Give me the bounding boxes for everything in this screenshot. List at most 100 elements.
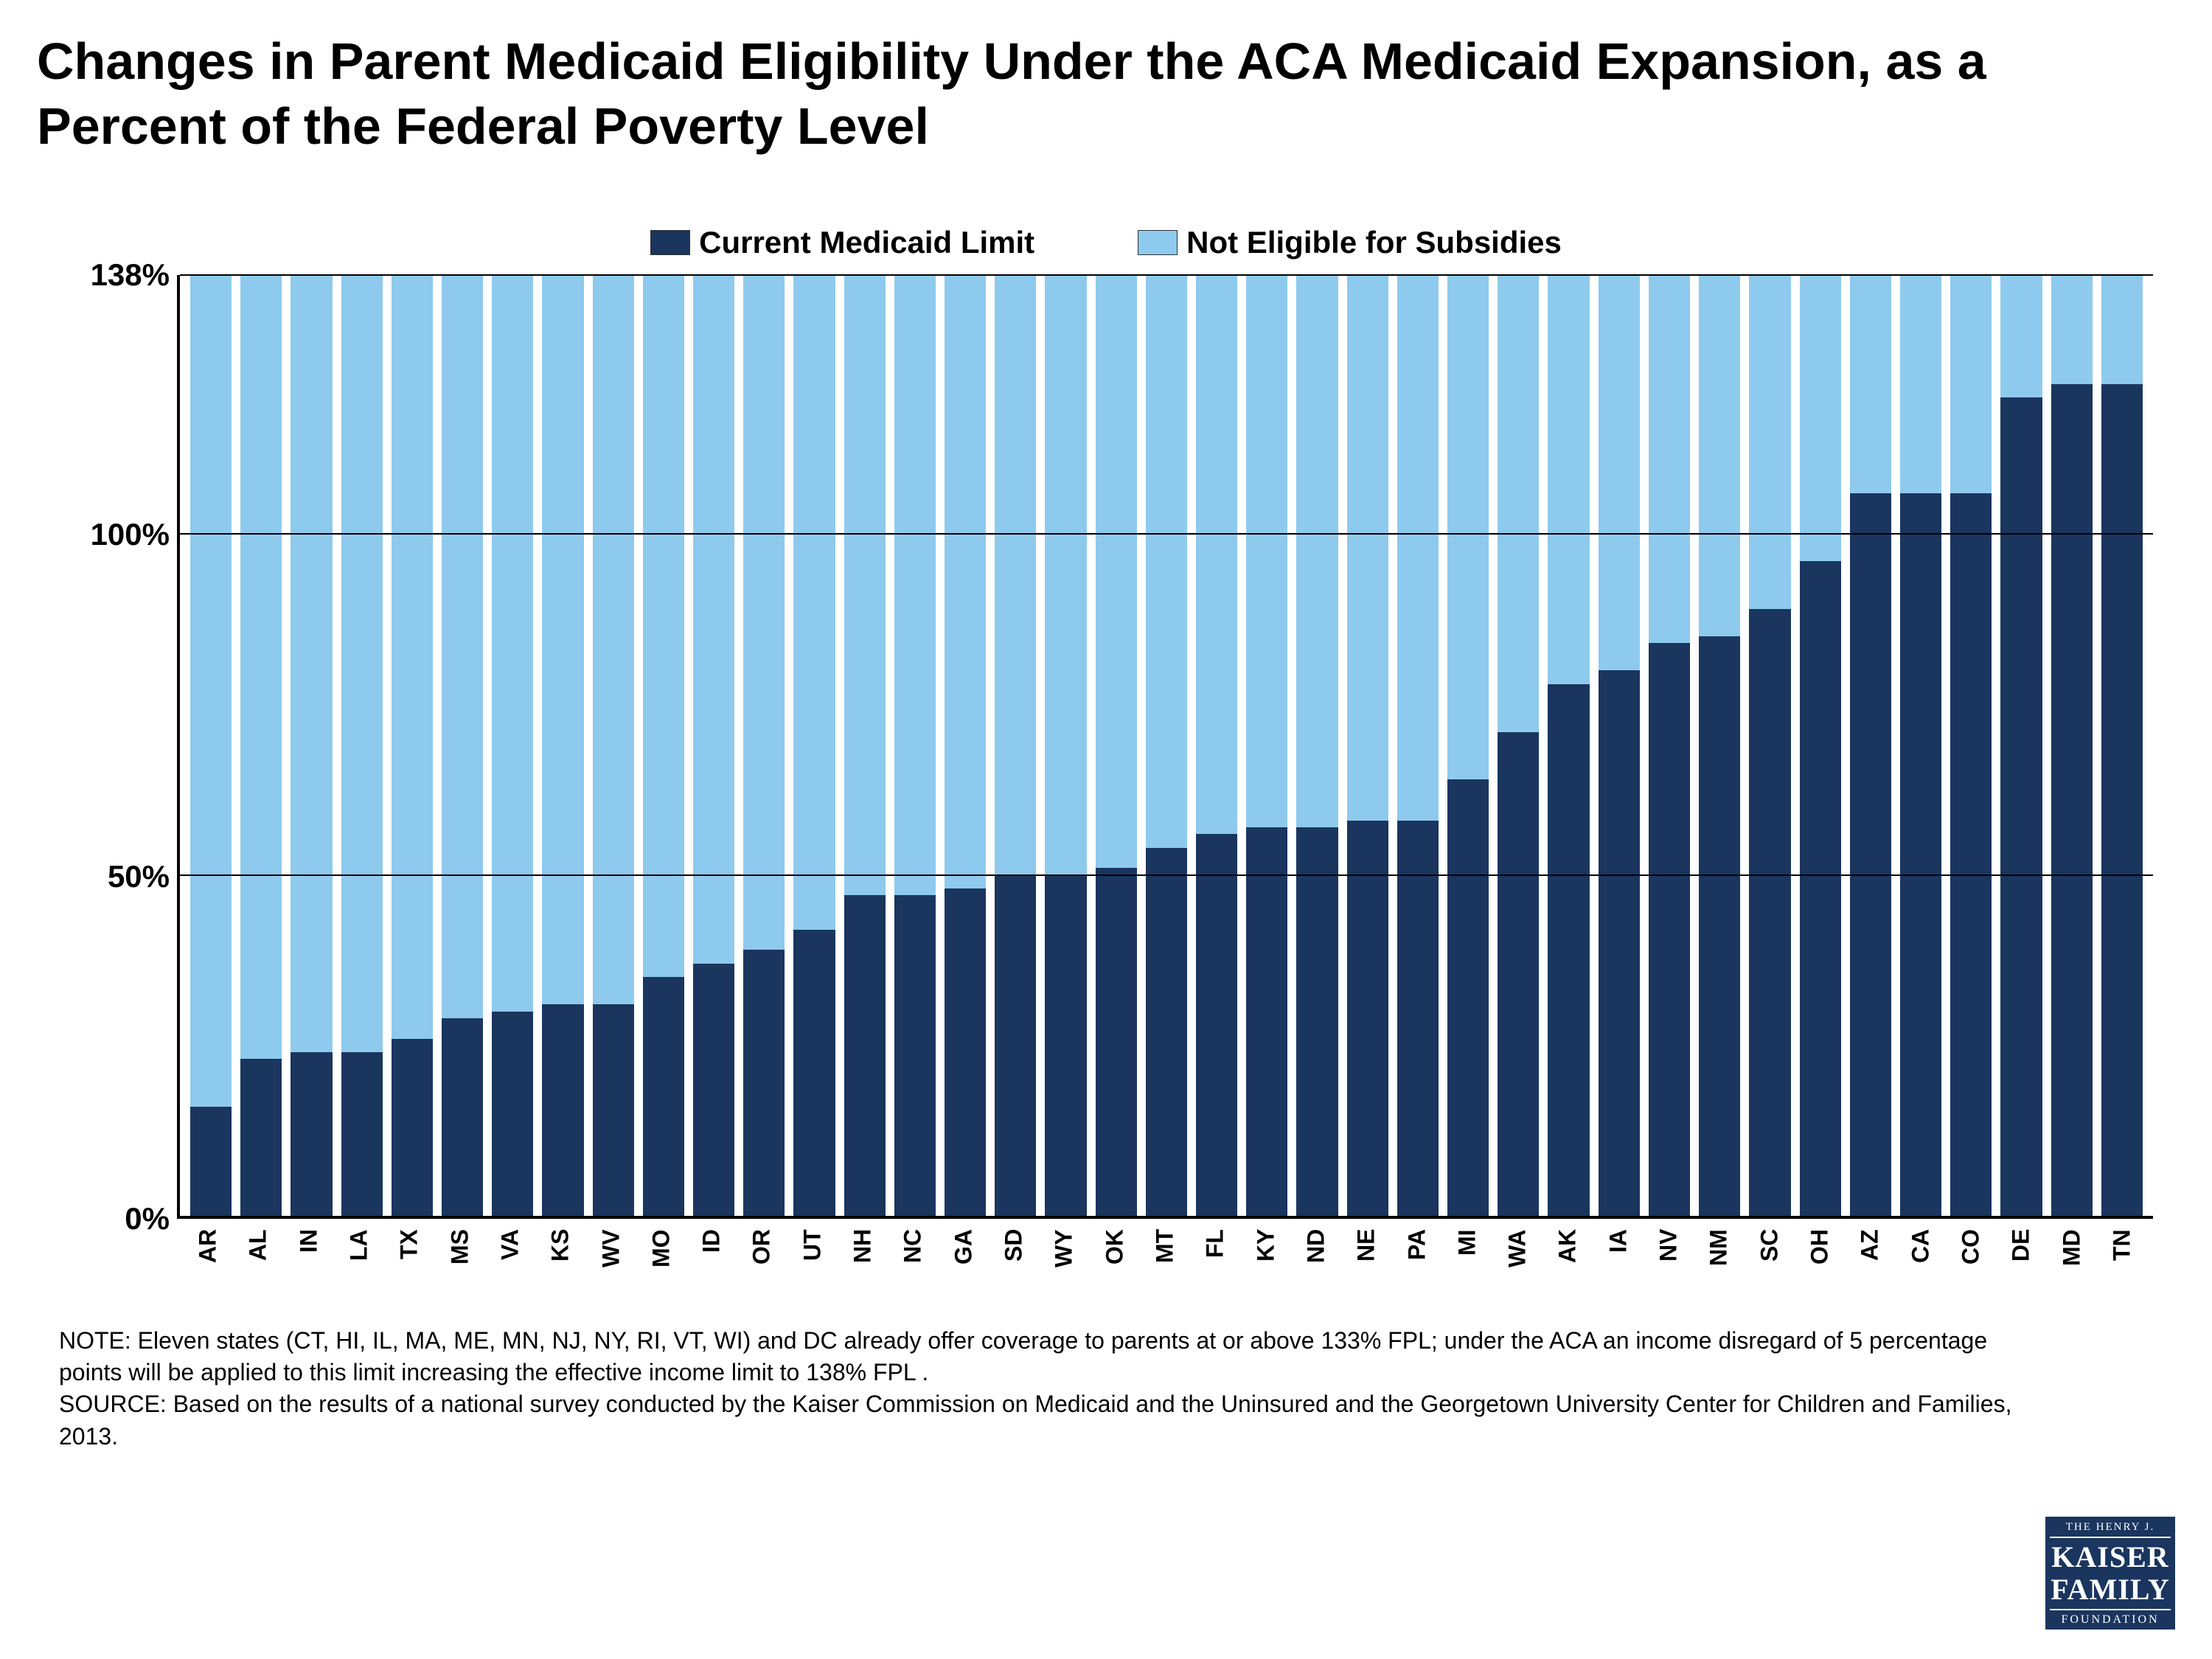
bar-column [1694, 275, 1745, 1216]
bar-column [186, 275, 236, 1216]
bar-column [1896, 275, 1946, 1216]
bar-segment-not-eligible [1800, 275, 1841, 561]
x-tick-label: OK [1090, 1229, 1140, 1281]
bar-segment-not-eligible [1900, 275, 1941, 493]
bar [492, 275, 533, 1216]
x-tick-label: AK [1543, 1229, 1593, 1281]
bars-container [180, 275, 2153, 1216]
logo-line-top: THE HENRY J. [2050, 1521, 2171, 1534]
bar-column [2047, 275, 2097, 1216]
x-tick-label: GA [939, 1229, 989, 1281]
x-tick-label: WY [1039, 1229, 1089, 1281]
bar-column [236, 275, 286, 1216]
bar-column [1192, 275, 1242, 1216]
bar-segment-current [643, 977, 684, 1216]
x-tick-label: NC [888, 1229, 938, 1281]
bar-segment-current [392, 1039, 433, 1216]
bar-segment-not-eligible [643, 275, 684, 977]
x-tick-label: KS [535, 1229, 585, 1281]
bar-segment-not-eligible [1146, 275, 1187, 848]
bar-segment-current [542, 1004, 583, 1216]
bar-column [2097, 275, 2147, 1216]
bar-segment-not-eligible [1950, 275, 1992, 493]
bar-segment-current [593, 1004, 634, 1216]
bar-segment-current [894, 895, 936, 1216]
grid-line [180, 874, 2153, 876]
bar-segment-not-eligible [1045, 275, 1086, 875]
bar-segment-current [1498, 732, 1539, 1216]
bar-segment-current [1900, 493, 1941, 1216]
bar-segment-not-eligible [1850, 275, 1891, 493]
bar-segment-current [190, 1107, 232, 1216]
x-tick-label: AZ [1845, 1229, 1895, 1281]
bar-segment-not-eligible [1599, 275, 1640, 670]
bar-column [1141, 275, 1192, 1216]
bar-column [1946, 275, 1996, 1216]
chart-title: Changes in Parent Medicaid Eligibility U… [37, 29, 2175, 159]
bar-segment-not-eligible [190, 275, 232, 1107]
bar-segment-not-eligible [291, 275, 332, 1052]
bar-segment-not-eligible [1447, 275, 1489, 779]
bar-column [487, 275, 538, 1216]
x-tick-label: MI [1442, 1229, 1492, 1281]
bar [1347, 275, 1388, 1216]
x-tick-label: DE [1996, 1229, 2046, 1281]
x-tick-label: FL [1190, 1229, 1240, 1281]
bar-column [789, 275, 839, 1216]
plot-area [177, 275, 2153, 1219]
x-tick-label: OR [737, 1229, 787, 1281]
bar-segment-not-eligible [1498, 275, 1539, 732]
x-tick-label: ND [1291, 1229, 1341, 1281]
x-tick-label: ID [686, 1229, 737, 1281]
legend-swatch-current [650, 230, 690, 255]
x-tick-label: NM [1694, 1229, 1744, 1281]
bar-column [689, 275, 739, 1216]
x-tick-label: CA [1896, 1229, 1946, 1281]
bar-segment-current [1749, 609, 1790, 1216]
bar-segment-current [2101, 384, 2143, 1216]
bar-column [940, 275, 990, 1216]
bar-column [1543, 275, 1593, 1216]
notes: NOTE: Eleven states (CT, HI, IL, MA, ME,… [59, 1325, 2013, 1453]
grid-line [180, 533, 2153, 535]
bar [341, 275, 383, 1216]
bar-segment-current [1045, 875, 1086, 1216]
bar [1397, 275, 1439, 1216]
bar-column [387, 275, 437, 1216]
bar [2000, 275, 2042, 1216]
x-tick-label: MT [1140, 1229, 1190, 1281]
x-tick-label: LA [334, 1229, 384, 1281]
bar-column [1040, 275, 1091, 1216]
bar-column [840, 275, 890, 1216]
legend-label-current: Current Medicaid Limit [699, 225, 1034, 260]
x-tick-label: MS [435, 1229, 485, 1281]
logo-rule [2050, 1609, 2171, 1610]
bar [291, 275, 332, 1216]
bar-segment-not-eligible [693, 275, 734, 964]
bar-segment-current [1196, 834, 1237, 1216]
kaiser-logo: THE HENRY J. KAISER FAMILY FOUNDATION [2045, 1517, 2175, 1630]
bar [1599, 275, 1640, 1216]
bar-column [1091, 275, 1141, 1216]
bar-segment-current [1096, 868, 1137, 1216]
bar-segment-current [2051, 384, 2093, 1216]
y-tick-label: 138% [91, 257, 170, 293]
bar-segment-current [240, 1059, 282, 1216]
bar [1649, 275, 1690, 1216]
x-tick-label: CO [1946, 1229, 1996, 1281]
bar [1950, 275, 1992, 1216]
legend-item-not-eligible: Not Eligible for Subsidies [1138, 225, 1562, 260]
bar-segment-not-eligible [1749, 275, 1790, 609]
bar-column [1795, 275, 1846, 1216]
bar [240, 275, 282, 1216]
bar-segment-not-eligible [442, 275, 483, 1018]
x-tick-label: NV [1644, 1229, 1694, 1281]
bar [1699, 275, 1740, 1216]
bar-segment-not-eligible [2000, 275, 2042, 397]
bar-segment-not-eligible [542, 275, 583, 1004]
bar-segment-not-eligible [1246, 275, 1287, 827]
x-tick-label: UT [787, 1229, 838, 1281]
bar-column [588, 275, 639, 1216]
bar [1498, 275, 1539, 1216]
bar-segment-current [1850, 493, 1891, 1216]
